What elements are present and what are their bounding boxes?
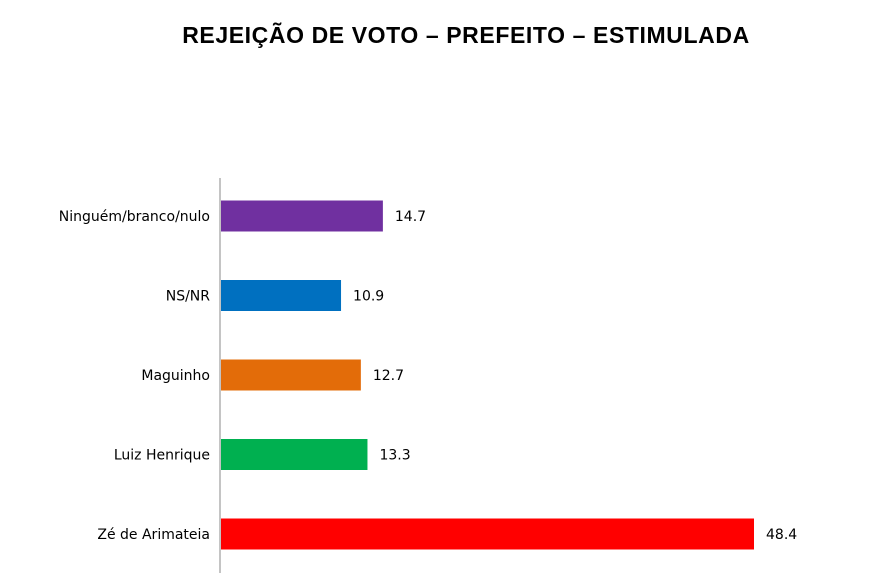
bars-group: Ninguém/branco/nulo 14.7 NS/NR 10.9 Maguinho… [59,200,797,550]
value-label: 13.3 [379,448,410,464]
category-label: Zé de Arimateia [97,527,210,543]
value-label: 10.9 [353,289,384,305]
category-label: NS/NR [166,289,211,305]
bar-3 [221,439,368,470]
bar-1 [221,280,342,311]
value-label: 12.7 [373,368,404,384]
value-label: 48.4 [766,527,797,543]
category-label: Ninguém/branco/nulo [59,209,210,225]
category-label: Luiz Henrique [114,448,210,464]
chart-title: REJEIÇÃO DE VOTO – PREFEITO – ESTIMULADA [182,22,750,48]
bar-4 [221,518,754,550]
bar-0 [221,200,383,232]
bar-2 [221,359,361,391]
category-label: Maguinho [141,368,210,384]
value-label: 14.7 [395,209,426,225]
